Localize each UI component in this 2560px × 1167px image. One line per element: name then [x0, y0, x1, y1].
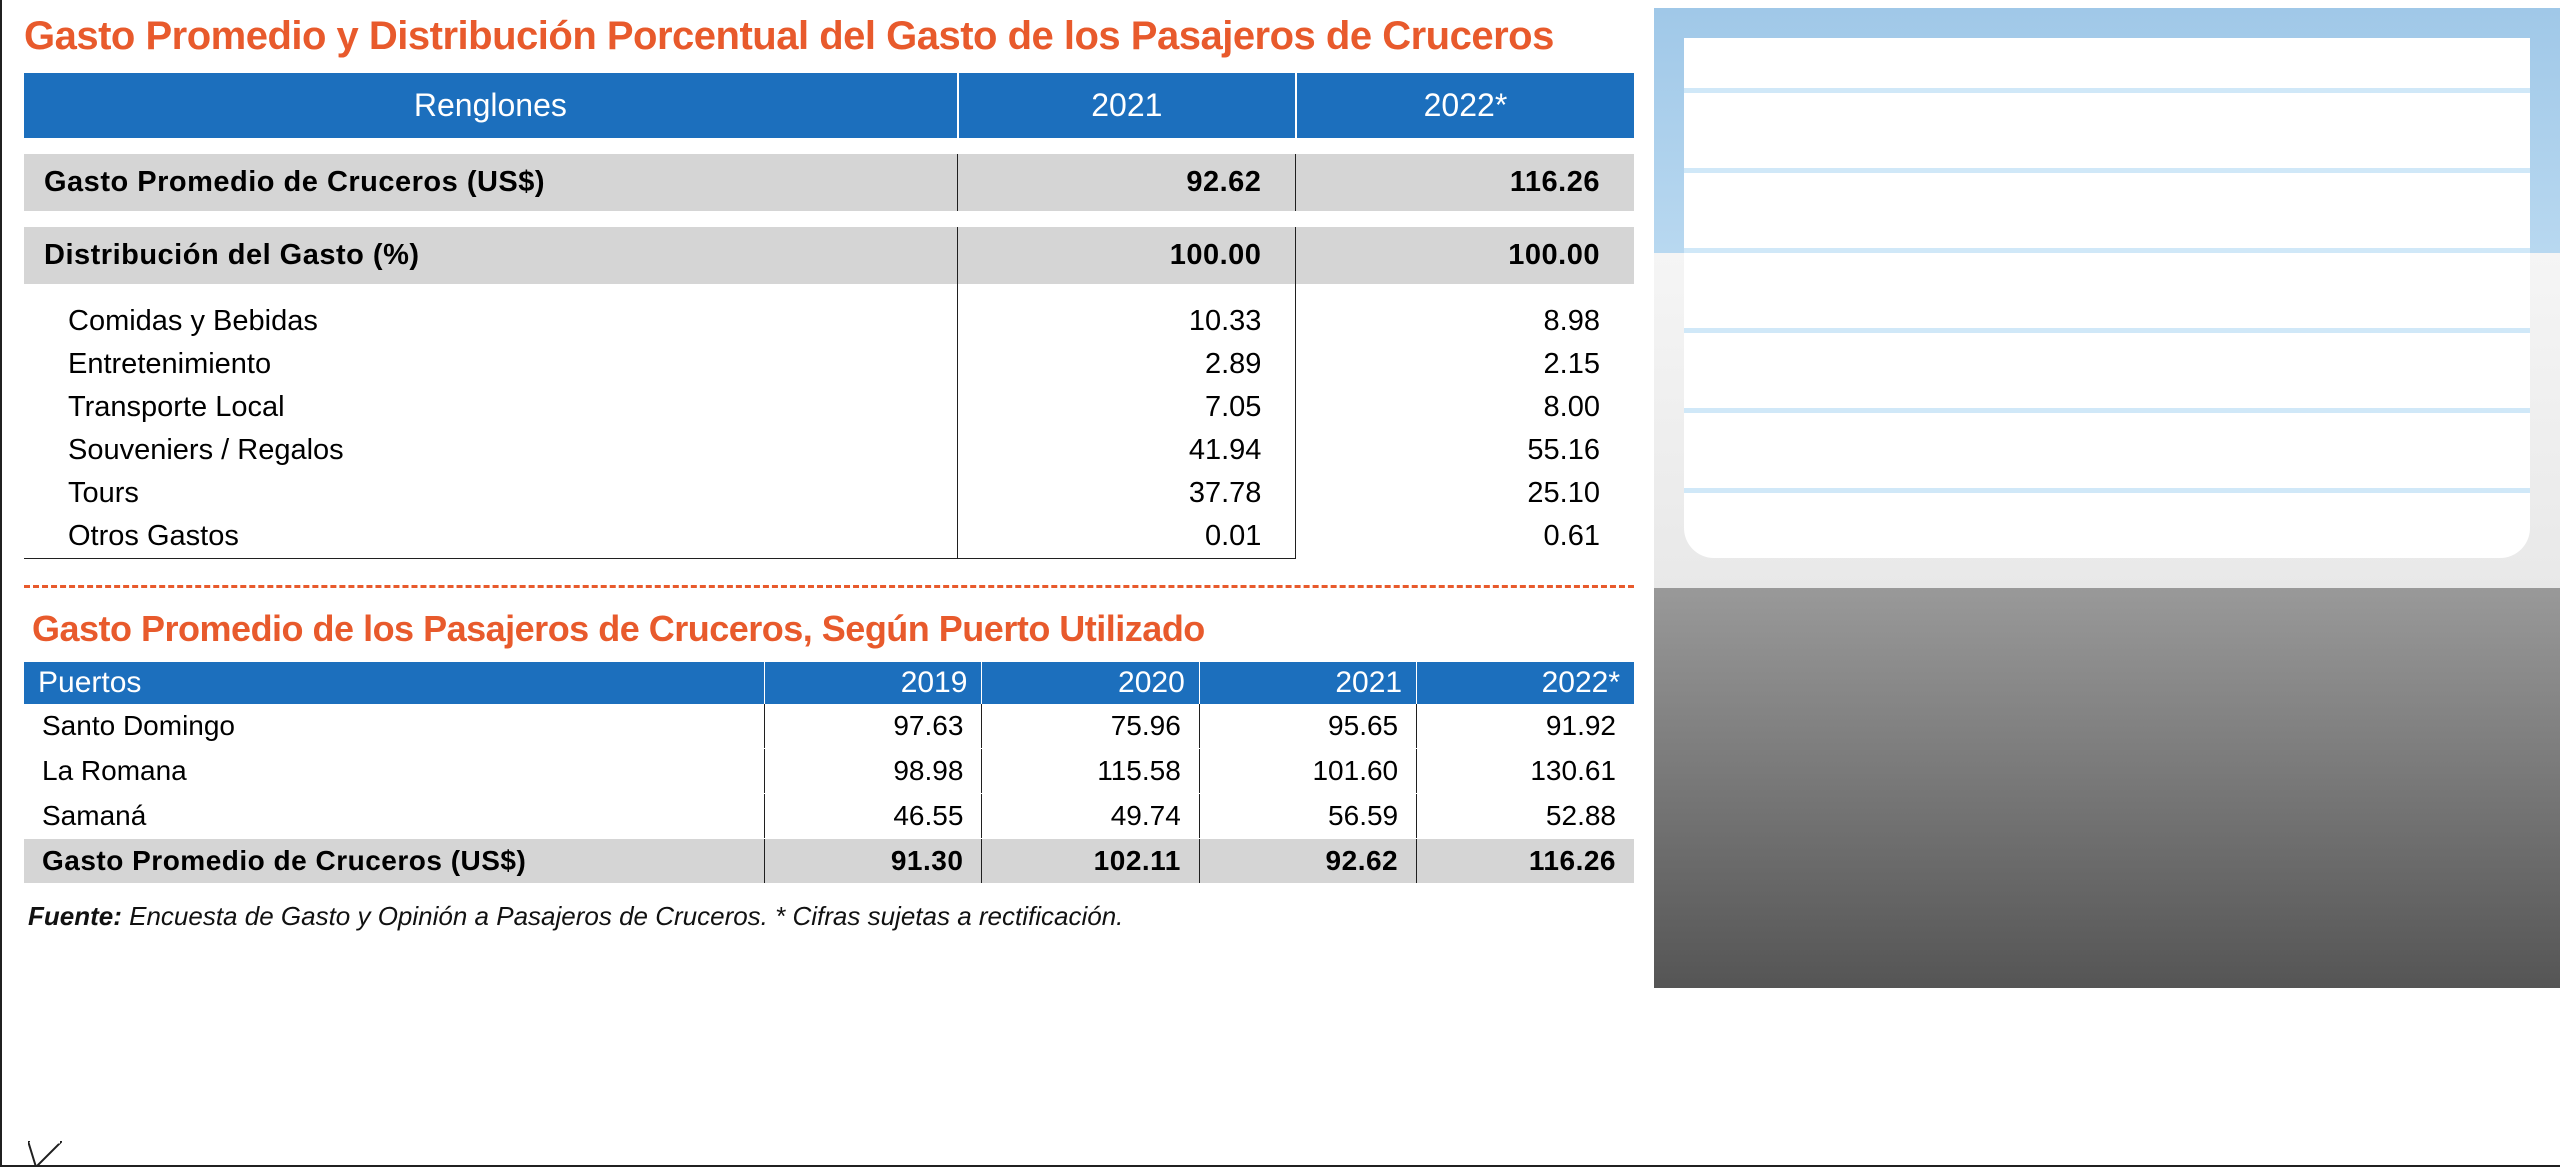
- table2-col-2022: 2022*: [1417, 662, 1634, 704]
- distribution-2022: 100.00: [1296, 227, 1634, 284]
- port-2021: 95.65: [1199, 704, 1416, 749]
- port-2019: 97.63: [765, 704, 982, 749]
- category-2021: 10.33: [958, 300, 1296, 343]
- table2-col-2021: 2021: [1199, 662, 1416, 704]
- table2-col-2020: 2020: [982, 662, 1199, 704]
- category-row: Tours 37.78 25.10: [24, 472, 1634, 515]
- spending-by-port-table: Puertos 2019 2020 2021 2022* Santo Domin…: [24, 662, 1634, 883]
- category-label: Transporte Local: [24, 386, 958, 429]
- port-row: Samaná 46.55 49.74 56.59 52.88: [24, 794, 1634, 839]
- category-row: Otros Gastos 0.01 0.61: [24, 515, 1634, 559]
- port-name: La Romana: [24, 749, 765, 794]
- port-2020: 75.96: [982, 704, 1199, 749]
- spacer-row: [24, 138, 1634, 154]
- port-total-label: Gasto Promedio de Cruceros (US$): [24, 839, 765, 884]
- port-total-2019: 91.30: [765, 839, 982, 884]
- avg-spend-row: Gasto Promedio de Cruceros (US$) 92.62 1…: [24, 154, 1634, 211]
- category-row: Transporte Local 7.05 8.00: [24, 386, 1634, 429]
- category-label: Tours: [24, 472, 958, 515]
- port-row: Santo Domingo 97.63 75.96 95.65 91.92: [24, 704, 1634, 749]
- port-2021: 101.60: [1199, 749, 1416, 794]
- source-footnote: Fuente: Encuesta de Gasto y Opinión a Pa…: [24, 883, 1634, 932]
- table1-title: Gasto Promedio y Distribución Porcentual…: [24, 14, 1634, 59]
- table2-col-2019: 2019: [765, 662, 982, 704]
- port-2022: 130.61: [1417, 749, 1634, 794]
- spending-distribution-table: Renglones 2021 2022* Gasto Promedio de C…: [24, 73, 1634, 559]
- category-2021: 41.94: [958, 429, 1296, 472]
- table2-col-puertos: Puertos: [24, 662, 765, 704]
- category-label: Otros Gastos: [24, 515, 958, 559]
- category-row: Entretenimiento 2.89 2.15: [24, 343, 1634, 386]
- category-2021: 2.89: [958, 343, 1296, 386]
- port-2019: 46.55: [765, 794, 982, 839]
- footnote-label: Fuente:: [28, 901, 122, 931]
- spacer-row: [24, 211, 1634, 227]
- port-2020: 49.74: [982, 794, 1199, 839]
- infographic-frame: Gasto Promedio y Distribución Porcentual…: [0, 0, 2560, 1167]
- category-2021: 0.01: [958, 515, 1296, 559]
- avg-spend-2022: 116.26: [1296, 154, 1634, 211]
- category-label: Comidas y Bebidas: [24, 300, 958, 343]
- port-total-2020: 102.11: [982, 839, 1199, 884]
- avg-spend-label: Gasto Promedio de Cruceros (US$): [24, 154, 958, 211]
- footnote-text: Encuesta de Gasto y Opinión a Pasajeros …: [122, 901, 1123, 931]
- port-2019: 98.98: [765, 749, 982, 794]
- category-2022: 2.15: [1296, 343, 1634, 386]
- distribution-row: Distribución del Gasto (%) 100.00 100.00: [24, 227, 1634, 284]
- category-2021: 7.05: [958, 386, 1296, 429]
- port-2022: 52.88: [1417, 794, 1634, 839]
- category-2022: 25.10: [1296, 472, 1634, 515]
- distribution-2021: 100.00: [958, 227, 1296, 284]
- dashed-separator: [24, 585, 1634, 588]
- category-row: Comidas y Bebidas 10.33 8.98: [24, 300, 1634, 343]
- port-2022: 91.92: [1417, 704, 1634, 749]
- table1-col-renglones: Renglones: [24, 73, 958, 138]
- port-name: Samaná: [24, 794, 765, 839]
- category-2022: 8.98: [1296, 300, 1634, 343]
- image-column: [1654, 8, 2560, 1165]
- port-name: Santo Domingo: [24, 704, 765, 749]
- category-label: Souveniers / Regalos: [24, 429, 958, 472]
- port-2020: 115.58: [982, 749, 1199, 794]
- tables-column: Gasto Promedio y Distribución Porcentual…: [24, 8, 1654, 1165]
- table1-col-2021: 2021: [958, 73, 1296, 138]
- table1-col-2022: 2022*: [1296, 73, 1634, 138]
- category-2021: 37.78: [958, 472, 1296, 515]
- table2-title: Gasto Promedio de los Pasajeros de Cruce…: [32, 608, 1634, 650]
- port-total-row: Gasto Promedio de Cruceros (US$) 91.30 1…: [24, 839, 1634, 884]
- content-row: Gasto Promedio y Distribución Porcentual…: [24, 8, 2560, 1165]
- distribution-label: Distribución del Gasto (%): [24, 227, 958, 284]
- port-row: La Romana 98.98 115.58 101.60 130.61: [24, 749, 1634, 794]
- category-2022: 55.16: [1296, 429, 1634, 472]
- port-total-2022: 116.26: [1417, 839, 1634, 884]
- avg-spend-2021: 92.62: [958, 154, 1296, 211]
- port-2021: 56.59: [1199, 794, 1416, 839]
- category-label: Entretenimiento: [24, 343, 958, 386]
- table1-header-row: Renglones 2021 2022*: [24, 73, 1634, 138]
- category-2022: 0.61: [1296, 515, 1634, 559]
- cruise-ship-photo: [1654, 8, 2560, 988]
- table2-header-row: Puertos 2019 2020 2021 2022*: [24, 662, 1634, 704]
- spacer-row: [24, 284, 1634, 300]
- category-row: Souveniers / Regalos 41.94 55.16: [24, 429, 1634, 472]
- port-total-2021: 92.62: [1199, 839, 1416, 884]
- callout-tail-icon: [28, 1141, 62, 1167]
- category-2022: 8.00: [1296, 386, 1634, 429]
